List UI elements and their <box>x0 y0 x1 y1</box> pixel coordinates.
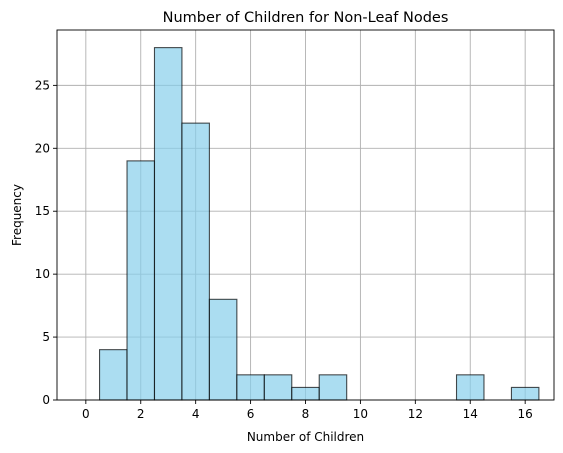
histogram-bar <box>455 374 485 401</box>
histogram-bar <box>126 160 156 401</box>
histogram-bar <box>236 374 265 401</box>
x-tick-label: 12 <box>408 407 423 421</box>
bars <box>99 47 540 401</box>
y-axis-label: Frequency <box>10 184 24 246</box>
y-tick-label: 25 <box>35 78 50 92</box>
y-tick-label: 10 <box>35 267 50 281</box>
histogram-bar <box>291 386 320 401</box>
x-tick-label: 16 <box>518 407 533 421</box>
x-axis: 0 2 4 6 8 10 12 14 16 <box>82 400 533 421</box>
histogram-bar <box>510 386 540 401</box>
y-tick-label: 5 <box>42 330 50 344</box>
x-tick-label: 8 <box>302 407 310 421</box>
x-tick-label: 10 <box>353 407 368 421</box>
y-tick-label: 15 <box>35 204 50 218</box>
x-tick-label: 0 <box>82 407 90 421</box>
histogram-bar <box>263 374 293 401</box>
y-axis: 0 5 10 15 20 25 <box>35 78 57 407</box>
histogram-bar <box>208 298 238 401</box>
histogram-bar <box>153 47 183 401</box>
chart-title: Number of Children for Non-Leaf Nodes <box>163 10 449 26</box>
x-tick-label: 14 <box>463 407 478 421</box>
x-tick-label: 6 <box>247 407 255 421</box>
y-tick-label: 20 <box>35 141 50 155</box>
y-tick-label: 0 <box>42 393 50 407</box>
x-tick-label: 2 <box>137 407 145 421</box>
x-tick-label: 4 <box>192 407 200 421</box>
histogram-bar <box>99 349 128 401</box>
histogram-bar <box>318 374 348 401</box>
x-axis-label: Number of Children <box>247 430 364 444</box>
histogram-bar <box>181 122 210 401</box>
